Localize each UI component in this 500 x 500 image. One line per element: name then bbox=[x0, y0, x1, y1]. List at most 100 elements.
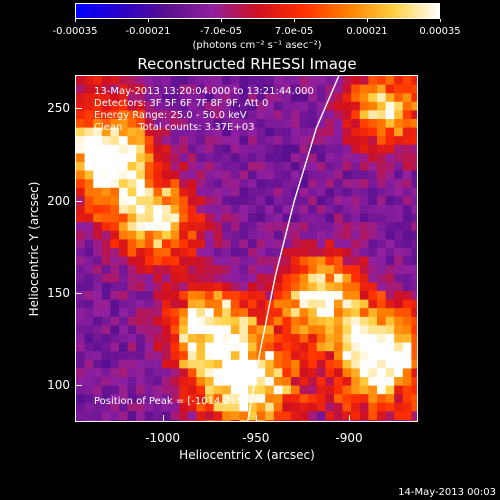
heatmap-cell bbox=[342, 239, 352, 249]
heatmap-cell bbox=[325, 187, 335, 197]
heatmap-cell bbox=[136, 334, 146, 344]
heatmap-cell bbox=[377, 377, 387, 387]
heatmap-cell bbox=[93, 359, 103, 369]
heatmap-cell bbox=[308, 179, 318, 189]
heatmap-cell bbox=[402, 230, 412, 240]
heatmap-cell bbox=[248, 205, 258, 215]
heatmap-cell bbox=[93, 351, 103, 361]
heatmap-cell bbox=[342, 334, 352, 344]
heatmap-cell bbox=[93, 273, 103, 283]
heatmap-cell bbox=[385, 136, 395, 146]
heatmap-cell bbox=[119, 170, 129, 180]
heatmap-cell bbox=[334, 127, 344, 137]
heatmap-cell bbox=[213, 76, 223, 86]
heatmap-cell bbox=[402, 101, 412, 111]
heatmap-cell bbox=[213, 84, 223, 94]
heatmap-cell bbox=[411, 273, 417, 283]
heatmap-cell bbox=[385, 101, 395, 111]
heatmap-cell bbox=[385, 196, 395, 206]
heatmap-cell bbox=[136, 230, 146, 240]
heatmap-cell bbox=[170, 196, 180, 206]
heatmap-cell bbox=[93, 248, 103, 258]
heatmap-cell bbox=[273, 273, 283, 283]
heatmap-cell bbox=[351, 101, 361, 111]
heatmap-cell bbox=[342, 342, 352, 352]
heatmap-cell bbox=[316, 377, 326, 387]
heatmap-cell bbox=[291, 411, 301, 421]
heatmap-cell bbox=[239, 101, 249, 111]
heatmap-cell bbox=[144, 162, 154, 172]
heatmap-cell bbox=[402, 420, 412, 421]
heatmap-cell bbox=[110, 239, 120, 249]
heatmap-cell bbox=[402, 162, 412, 172]
heatmap-cell bbox=[256, 282, 266, 292]
heatmap-cell bbox=[187, 273, 197, 283]
heatmap-cell bbox=[265, 308, 275, 318]
heatmap-cell bbox=[342, 394, 352, 404]
heatmap-cell bbox=[101, 101, 111, 111]
heatmap-cell bbox=[101, 273, 111, 283]
heatmap-cell bbox=[136, 291, 146, 301]
heatmap-cell bbox=[110, 351, 120, 361]
heatmap-cell bbox=[411, 222, 417, 232]
heatmap-cell bbox=[411, 84, 417, 94]
heatmap-cell bbox=[342, 222, 352, 232]
heatmap-cell bbox=[265, 420, 275, 421]
heatmap-cell bbox=[308, 291, 318, 301]
heatmap-cell bbox=[196, 136, 206, 146]
heatmap-cell bbox=[342, 205, 352, 215]
heatmap-cell bbox=[411, 282, 417, 292]
heatmap-cell bbox=[93, 394, 103, 404]
heatmap-cell bbox=[170, 385, 180, 395]
heatmap-cell bbox=[377, 205, 387, 215]
heatmap-cell bbox=[368, 420, 378, 421]
heatmap-cell bbox=[76, 179, 86, 189]
heatmap-cell bbox=[179, 205, 189, 215]
heatmap-cell bbox=[119, 385, 129, 395]
heatmap-cell bbox=[342, 256, 352, 266]
heatmap-cell bbox=[256, 316, 266, 326]
heatmap-cell bbox=[402, 308, 412, 318]
heatmap-cell bbox=[205, 316, 215, 326]
heatmap-cell bbox=[144, 299, 154, 309]
heatmap-cell bbox=[196, 342, 206, 352]
heatmap-cell bbox=[265, 187, 275, 197]
heatmap-cell bbox=[101, 136, 111, 146]
heatmap-cell bbox=[144, 187, 154, 197]
heatmap-cell bbox=[256, 299, 266, 309]
heatmap-cell bbox=[144, 239, 154, 249]
heatmap-cell bbox=[213, 144, 223, 154]
heatmap-cell bbox=[282, 84, 292, 94]
heatmap-cell bbox=[153, 162, 163, 172]
heatmap-cell bbox=[239, 248, 249, 258]
colorbar-tick-label: 0.00035 bbox=[419, 26, 461, 37]
heatmap-cell bbox=[308, 170, 318, 180]
heatmap-cell bbox=[230, 299, 240, 309]
heatmap-cell bbox=[308, 127, 318, 137]
heatmap-cell bbox=[359, 179, 369, 189]
heatmap-cell bbox=[222, 248, 232, 258]
heatmap-cell bbox=[316, 256, 326, 266]
heatmap-cell bbox=[291, 291, 301, 301]
heatmap-cell bbox=[101, 110, 111, 120]
heatmap-cell bbox=[84, 359, 94, 369]
heatmap-cell bbox=[291, 179, 301, 189]
heatmap-cell bbox=[359, 101, 369, 111]
heatmap-cell bbox=[325, 230, 335, 240]
heatmap-cell bbox=[213, 282, 223, 292]
heatmap-cell bbox=[256, 359, 266, 369]
heatmap-cell bbox=[308, 299, 318, 309]
heatmap-cell bbox=[144, 325, 154, 335]
heatmap-cell bbox=[351, 76, 361, 86]
heatmap-cell bbox=[205, 248, 215, 258]
heatmap-cell bbox=[222, 394, 232, 404]
heatmap-cell bbox=[110, 342, 120, 352]
heatmap-cell bbox=[368, 170, 378, 180]
heatmap-cell bbox=[119, 402, 129, 412]
heatmap-cell bbox=[282, 162, 292, 172]
heatmap-cell bbox=[230, 351, 240, 361]
heatmap-cell bbox=[153, 101, 163, 111]
heatmap-cell bbox=[402, 205, 412, 215]
heatmap-cell bbox=[101, 84, 111, 94]
heatmap-cell bbox=[101, 187, 111, 197]
